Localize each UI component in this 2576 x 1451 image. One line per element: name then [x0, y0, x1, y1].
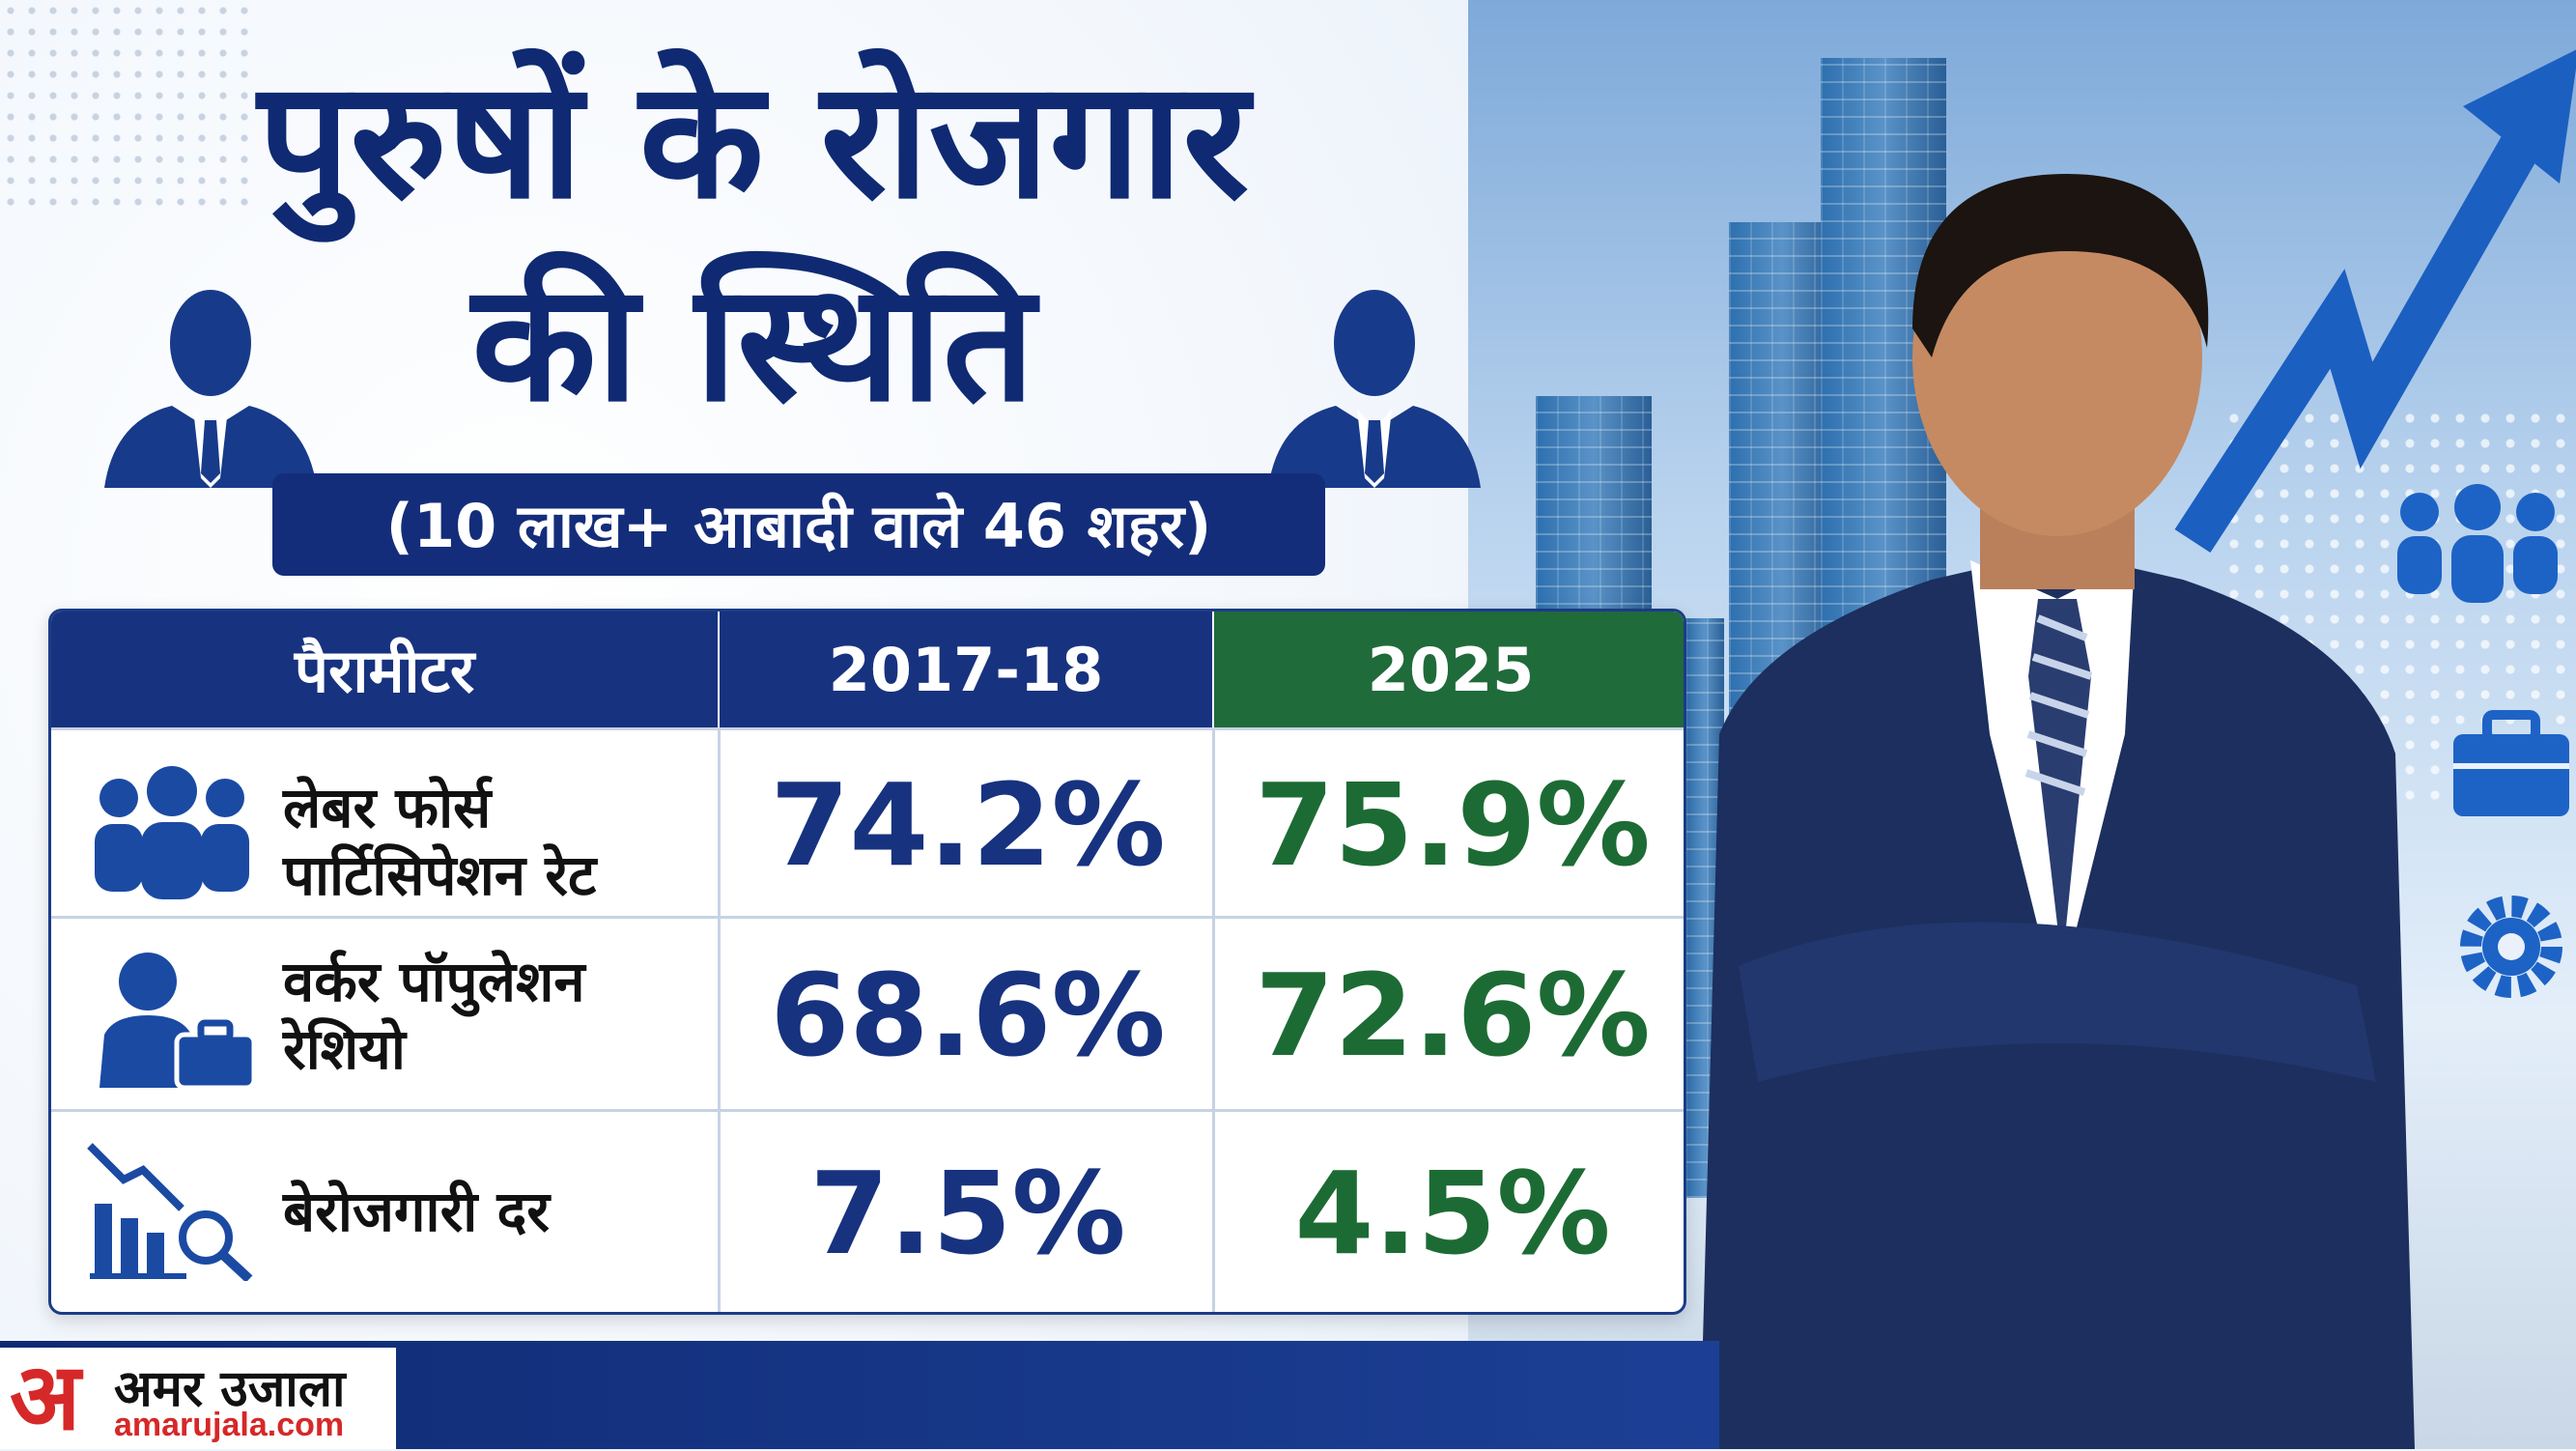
parameter-cell: वर्कर पॉपुलेशन रेशियो [51, 919, 718, 1112]
declining-chart-magnifier-icon [87, 1143, 253, 1281]
brand-logo-mark: अ [10, 1342, 81, 1451]
parameter-label-line1: बेरोजगारी दर [283, 1179, 551, 1244]
page-title-line1: पुरुषों के रोजगार [257, 45, 1250, 235]
parameter-label-line1: लेबर फोर्स [283, 775, 492, 840]
value-2025: 72.6% [1212, 919, 1684, 1112]
team-icon [2397, 484, 2558, 603]
header-2017-18: 2017-18 [720, 612, 1212, 727]
worker-briefcase-icon [99, 953, 257, 1088]
parameter-label-line1: वर्कर पॉपुलेशन [283, 949, 585, 1014]
table-row: बेरोजगारी दर 7.5% 4.5% [51, 1109, 1684, 1312]
header-2025: 2025 [1214, 612, 1684, 727]
growth-arrow-icon [2174, 49, 2576, 554]
logo-background [0, 1348, 396, 1449]
parameter-label-line2: पार्टिसिपेशन रेट [283, 842, 597, 908]
businessman-silhouette-icon [1268, 290, 1481, 488]
employment-table: पैरामीटर 2017-18 2025 लेबर फोर्स पार्टिस… [48, 609, 1686, 1315]
page-title-line2: की स्थिति [471, 248, 1035, 438]
table-header: पैरामीटर 2017-18 2025 [51, 612, 1684, 727]
people-group-icon [95, 766, 249, 899]
briefcase-icon [2453, 710, 2569, 816]
businessman-figure [1700, 174, 2415, 1449]
header-parameter: पैरामीटर [51, 612, 718, 727]
parameter-cell: लेबर फोर्स पार्टिसिपेशन रेट [51, 730, 718, 919]
value-2025: 4.5% [1212, 1112, 1684, 1312]
brand-website[interactable]: amarujala.com [114, 1407, 345, 1443]
businessman-silhouette-icon [104, 290, 317, 488]
value-2017-18: 7.5% [718, 1112, 1215, 1312]
value-2025: 75.9% [1212, 730, 1684, 919]
table-row: लेबर फोर्स पार्टिसिपेशन रेट 74.2% 75.9% [51, 727, 1684, 919]
parameter-cell: बेरोजगारी दर [51, 1112, 718, 1312]
brand-name: अमर उजाला [114, 1360, 346, 1418]
dot-pattern [0, 0, 251, 213]
value-2017-18: 68.6% [718, 919, 1215, 1112]
table-row: वर्कर पॉपुलेशन रेशियो 68.6% 72.6% [51, 916, 1684, 1112]
parameter-label-line2: रेशियो [283, 1016, 406, 1082]
subtitle-badge: (10 लाख+ आबादी वाले 46 शहर) [272, 473, 1325, 576]
value-2017-18: 74.2% [718, 730, 1215, 919]
gear-icon [2460, 896, 2562, 998]
